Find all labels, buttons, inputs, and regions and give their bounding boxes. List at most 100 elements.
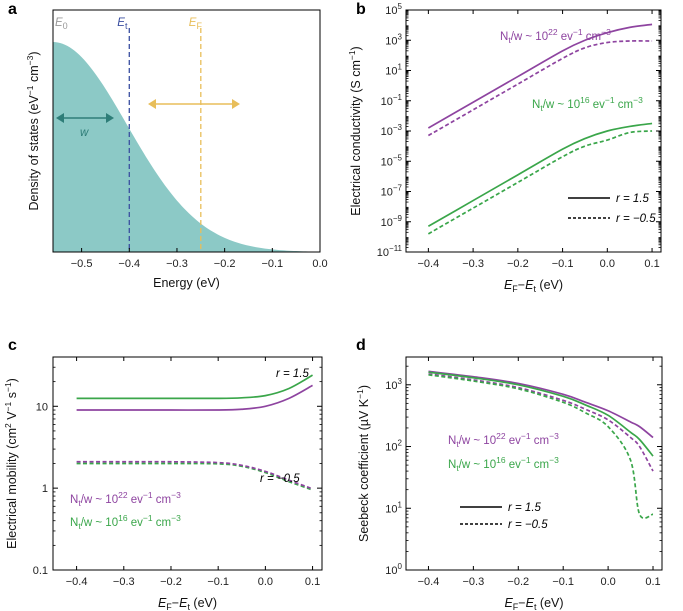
panel-d-ytick-label-exp: 2: [398, 439, 403, 448]
panel-d-xlabel-unit: (eV): [536, 596, 563, 610]
width-arrow-right-head: [106, 113, 114, 123]
panel-d-annotation-22-sup3: −3: [549, 431, 559, 441]
panel-d-xtick-label: −0.2: [507, 576, 529, 588]
panel-d-annotation-16-ev: ev: [506, 459, 522, 471]
panel-b-xtick-label: 0.1: [644, 258, 659, 270]
panel-a-ylabel-part: −3: [25, 55, 35, 65]
panel-d-xlabel-minus: −: [518, 596, 525, 610]
panel-b-series-0: [427, 23, 653, 129]
panel-b-xlabel-et: E: [525, 278, 534, 292]
panel-b-xtick-label: −0.3: [462, 258, 484, 270]
panel-b-annotation-16-sup3: −3: [633, 95, 643, 105]
panel-c-series-0: [76, 374, 313, 400]
panel-b-xlabel-minus: −: [518, 278, 525, 292]
panel-b-annotation-16-sup2: −1: [605, 95, 615, 105]
marker-label-F: EF: [189, 17, 203, 31]
panel-b-ytick-label-exp: −7: [393, 184, 403, 193]
panel-c-ylabel-part: s: [5, 392, 19, 402]
panel-c-annotation-16-mid: /w ~ 10: [81, 517, 118, 529]
panel-d-ytick-label-base: 10: [385, 565, 397, 577]
panel-d-xtick-label: 0.0: [600, 576, 615, 588]
panel-c-annotation-16-sup3: −3: [171, 513, 181, 523]
panel-b-legend-label: r = −0.5: [616, 213, 656, 225]
panel-d-xtick-label: −0.4: [418, 576, 440, 588]
panel-c-annotation-22-mid: /w ~ 10: [81, 494, 118, 506]
panel-c-ylabel-part: −1: [3, 382, 13, 392]
panel-c-ytick-label: 1: [42, 483, 48, 495]
panel-b-ylabel-part: −1: [347, 50, 357, 60]
panel-label-c: c: [8, 337, 17, 354]
panel-b-ytick-label-exp: −5: [393, 153, 403, 162]
marker-label-e: E: [117, 17, 125, 29]
panel-b-ylabel: Electrical conductivity (S cm−1): [347, 46, 363, 215]
panel-b-ylabel-part: Electrical conductivity (S cm: [349, 60, 363, 216]
panel-c-xlabel-minus: −: [172, 596, 179, 610]
panel-b-series-1: [427, 40, 653, 137]
panel-c-annotation-16-sup: 16: [118, 513, 128, 523]
panel-b-ytick-label-base: 10: [385, 5, 397, 17]
panel-c-annotation-22-sup3: −3: [171, 490, 181, 500]
panel-d-ylabel: Seebeck coefficient (µV K−1): [355, 385, 371, 542]
panel-c-xtick-label: 0.1: [305, 576, 320, 588]
panel-b-annotation-16-sub: t: [540, 103, 543, 113]
dos-gaussian-area: [53, 42, 320, 252]
panel-a-ylabel-part: −1: [25, 85, 35, 95]
panel-b-ytick-label-exp: −9: [393, 214, 403, 223]
panel-b-ytick-label-exp: −1: [393, 93, 403, 102]
panel-c-xlabel-t: t: [187, 602, 190, 611]
panel-c-annotation-22-ev: ev: [128, 494, 144, 506]
panel-c-ytick-label: 10: [36, 401, 48, 413]
panel-a-xtick-label: −0.1: [261, 258, 283, 270]
panel-c-ylabel-part: −1: [3, 401, 13, 411]
panel-a-frame: [52, 9, 321, 253]
panel-d-ylabel-part: −1: [355, 389, 365, 399]
panel-a-xtick-label: −0.5: [71, 258, 93, 270]
panel-d-xlabel-t: t: [534, 602, 537, 611]
panel-b-annotation-22-ev: ev: [558, 31, 574, 43]
panel-b-series-3: [427, 130, 653, 235]
panel-d-xlabel-et: E: [526, 596, 535, 610]
panel-b-xtick-label: 0.0: [600, 258, 615, 270]
panel-d-annotation-16-sup2: −1: [521, 455, 531, 465]
panel-b-annotation-16-cm: cm: [615, 99, 634, 111]
panel-b-xlabel-f: F: [512, 284, 518, 294]
panel-d-annotation-22-sub: t: [456, 439, 459, 449]
panel-d-annotation-16-sup3: −3: [549, 455, 559, 465]
panel-c-xtick-label: −0.1: [207, 576, 229, 588]
panel-b-xtick-label: −0.4: [418, 258, 440, 270]
panel-d-annotation-22-cm: cm: [531, 435, 550, 447]
panel-c-annotation-16-sup2: −1: [143, 513, 153, 523]
panel-c-xlabel-f: F: [166, 602, 172, 611]
panel-d-annotation-22-ev: ev: [506, 435, 522, 447]
panel-d-series-0: [428, 370, 654, 439]
panel-c-xlabel-ef: E: [158, 596, 167, 610]
panel-d-xtick-label: 0.1: [645, 576, 660, 588]
panel-d-ytick-label: 100: [385, 562, 402, 577]
panel-d-annotation-16-cm: cm: [531, 459, 550, 471]
panel-label-d: d: [356, 337, 366, 354]
width-arrow-left-head: [56, 113, 64, 123]
panel-d-xlabel-f: F: [513, 602, 519, 611]
panel-d-ytick-label: 102: [385, 439, 402, 454]
panel-c-annotation-22-sub: t: [78, 498, 81, 508]
panel-b-ytick-label: 10−5: [381, 153, 403, 168]
panel-d-ytick-label-base: 10: [385, 380, 397, 392]
width-label: w: [80, 127, 89, 139]
panel-b-ytick-label-base: 10: [377, 247, 389, 259]
panel-d-annotation-16-sup: 16: [496, 455, 506, 465]
panel-b-annotation-22: Nt/w ~ 1022 ev−1 cm−3: [500, 27, 611, 45]
panel-c-ylabel-part: ): [5, 378, 19, 382]
panel-d-frame: [405, 356, 663, 571]
panel-b-ytick-label: 10−7: [381, 184, 403, 199]
panel-d-legend-label: r = −0.5: [508, 519, 548, 531]
panel-c-xtick-label: −0.4: [66, 576, 88, 588]
panel-c-r-label-bottom: r = −0.5: [260, 473, 300, 485]
panel-b-ytick-label-base: 10: [381, 96, 393, 108]
panel-b-ytick-label: 10−9: [381, 214, 403, 229]
panel-d-ytick-label-base: 10: [385, 442, 397, 454]
panel-b-annotation-22-sup3: −3: [601, 27, 611, 37]
panel-c-xlabel-unit: (eV): [190, 596, 217, 610]
panel-b-ytick-label: 10−11: [377, 244, 403, 259]
panel-d-annotation-22-n: N: [448, 435, 456, 447]
